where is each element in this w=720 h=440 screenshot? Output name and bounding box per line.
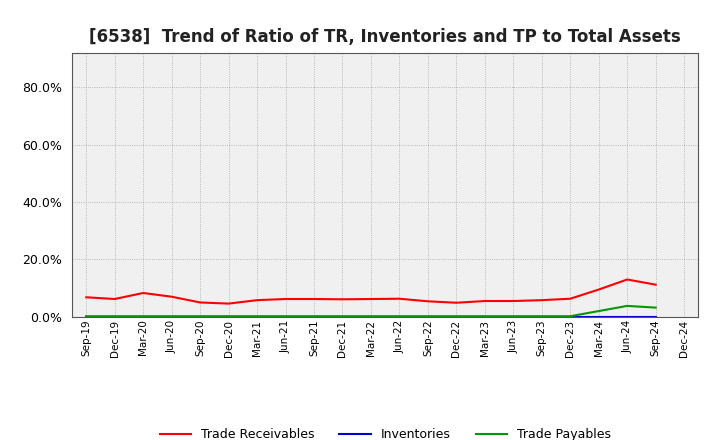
Trade Receivables bbox=[595, 287, 603, 292]
Trade Payables bbox=[566, 314, 575, 319]
Trade Payables bbox=[196, 314, 204, 319]
Trade Payables bbox=[225, 314, 233, 319]
Inventories bbox=[452, 314, 461, 319]
Trade Payables bbox=[82, 314, 91, 319]
Inventories bbox=[395, 314, 404, 319]
Title: [6538]  Trend of Ratio of TR, Inventories and TP to Total Assets: [6538] Trend of Ratio of TR, Inventories… bbox=[89, 28, 681, 46]
Trade Receivables bbox=[310, 297, 318, 302]
Legend: Trade Receivables, Inventories, Trade Payables: Trade Receivables, Inventories, Trade Pa… bbox=[155, 423, 616, 440]
Inventories bbox=[623, 314, 631, 319]
Trade Payables bbox=[366, 314, 375, 319]
Trade Payables bbox=[509, 314, 518, 319]
Trade Payables bbox=[167, 314, 176, 319]
Inventories bbox=[566, 314, 575, 319]
Trade Payables bbox=[537, 314, 546, 319]
Inventories bbox=[253, 314, 261, 319]
Line: Trade Payables: Trade Payables bbox=[86, 306, 656, 316]
Inventories bbox=[423, 314, 432, 319]
Trade Payables bbox=[338, 314, 347, 319]
Trade Receivables bbox=[225, 301, 233, 306]
Trade Receivables bbox=[537, 297, 546, 303]
Trade Payables bbox=[253, 314, 261, 319]
Inventories bbox=[366, 314, 375, 319]
Inventories bbox=[82, 314, 91, 319]
Trade Payables bbox=[452, 314, 461, 319]
Trade Payables bbox=[139, 314, 148, 319]
Inventories bbox=[310, 314, 318, 319]
Trade Payables bbox=[110, 314, 119, 319]
Trade Receivables bbox=[366, 297, 375, 302]
Trade Payables bbox=[480, 314, 489, 319]
Trade Receivables bbox=[82, 295, 91, 300]
Trade Receivables bbox=[509, 298, 518, 304]
Inventories bbox=[509, 314, 518, 319]
Trade Receivables bbox=[423, 299, 432, 304]
Line: Trade Receivables: Trade Receivables bbox=[86, 279, 656, 304]
Trade Payables bbox=[395, 314, 404, 319]
Inventories bbox=[595, 314, 603, 319]
Trade Receivables bbox=[110, 297, 119, 302]
Trade Payables bbox=[282, 314, 290, 319]
Inventories bbox=[139, 314, 148, 319]
Inventories bbox=[167, 314, 176, 319]
Trade Receivables bbox=[395, 296, 404, 301]
Inventories bbox=[537, 314, 546, 319]
Trade Payables bbox=[423, 314, 432, 319]
Trade Receivables bbox=[167, 294, 176, 299]
Trade Receivables bbox=[452, 300, 461, 305]
Trade Receivables bbox=[652, 282, 660, 287]
Inventories bbox=[338, 314, 347, 319]
Trade Payables bbox=[595, 308, 603, 314]
Inventories bbox=[110, 314, 119, 319]
Trade Receivables bbox=[338, 297, 347, 302]
Trade Payables bbox=[310, 314, 318, 319]
Trade Receivables bbox=[253, 297, 261, 303]
Trade Receivables bbox=[480, 298, 489, 304]
Inventories bbox=[652, 314, 660, 319]
Trade Payables bbox=[652, 305, 660, 310]
Trade Receivables bbox=[623, 277, 631, 282]
Trade Receivables bbox=[196, 300, 204, 305]
Trade Receivables bbox=[566, 296, 575, 301]
Inventories bbox=[282, 314, 290, 319]
Trade Receivables bbox=[282, 297, 290, 302]
Trade Payables bbox=[623, 303, 631, 308]
Inventories bbox=[480, 314, 489, 319]
Trade Receivables bbox=[139, 290, 148, 296]
Inventories bbox=[196, 314, 204, 319]
Inventories bbox=[225, 314, 233, 319]
